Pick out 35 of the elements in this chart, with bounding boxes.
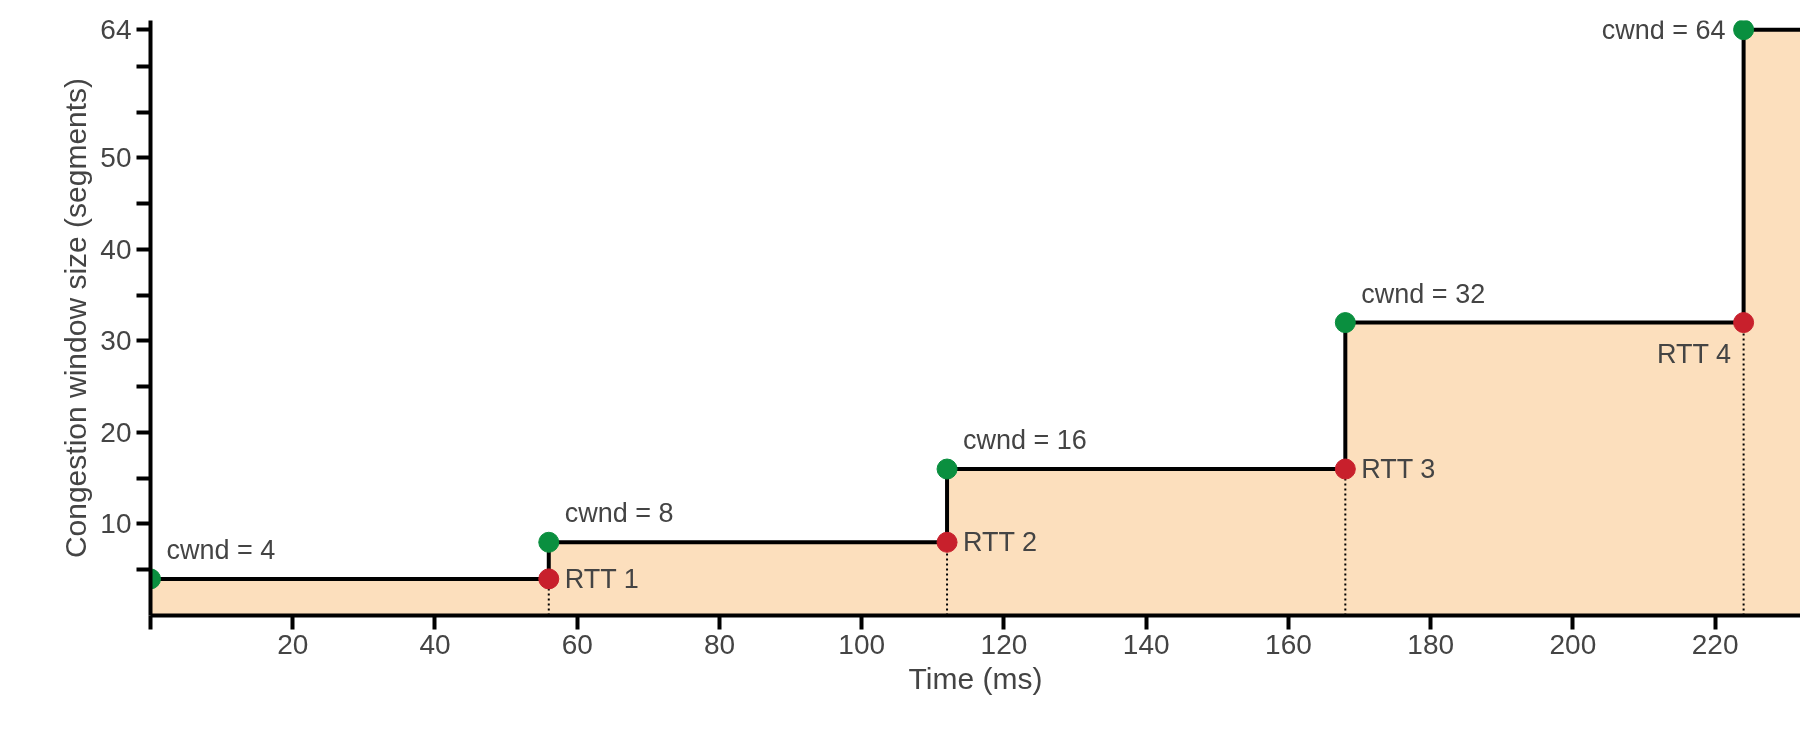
annotation: RTT 3 — [1361, 454, 1436, 485]
annotation: cwnd = 16 — [963, 425, 1087, 456]
point — [1334, 458, 1356, 480]
y-tick-label: 64 — [100, 14, 132, 46]
annotation: RTT 4 — [1657, 338, 1732, 369]
annotation: RTT 1 — [564, 563, 639, 594]
x-tick-label: 200 — [1549, 628, 1597, 660]
x-tick-label: 20 — [277, 628, 309, 660]
y-axis-title: Congestion window size (segments) — [59, 77, 93, 559]
x-tick-label: 120 — [980, 628, 1028, 660]
y-tick-label: 50 — [100, 142, 132, 174]
point — [1733, 20, 1755, 41]
x-tick-label: 140 — [1122, 628, 1170, 660]
x-tick-label: 60 — [561, 628, 593, 660]
x-tick-label: 40 — [419, 628, 451, 660]
y-tick-label: 40 — [100, 233, 132, 265]
annotation: cwnd = 4 — [166, 534, 276, 565]
x-tick-label: 160 — [1265, 628, 1312, 660]
point — [936, 458, 958, 480]
point — [538, 531, 560, 553]
y-tick-label: 10 — [100, 508, 132, 540]
annotation: cwnd = 32 — [1361, 278, 1486, 309]
point — [936, 531, 958, 553]
x-tick-label: 220 — [1691, 628, 1739, 660]
point — [1733, 312, 1755, 334]
point — [1334, 312, 1356, 334]
x-tick-label: 80 — [703, 628, 736, 660]
y-tick-label: 20 — [100, 416, 132, 448]
x-tick-label: 100 — [838, 628, 886, 660]
annotation: cwnd = 8 — [564, 498, 674, 529]
annotation: RTT 2 — [963, 527, 1038, 558]
x-axis-title: Time (ms) — [908, 661, 1043, 695]
x-tick-label: 180 — [1407, 628, 1455, 660]
y-tick-label: 30 — [100, 325, 132, 357]
point — [538, 568, 560, 590]
